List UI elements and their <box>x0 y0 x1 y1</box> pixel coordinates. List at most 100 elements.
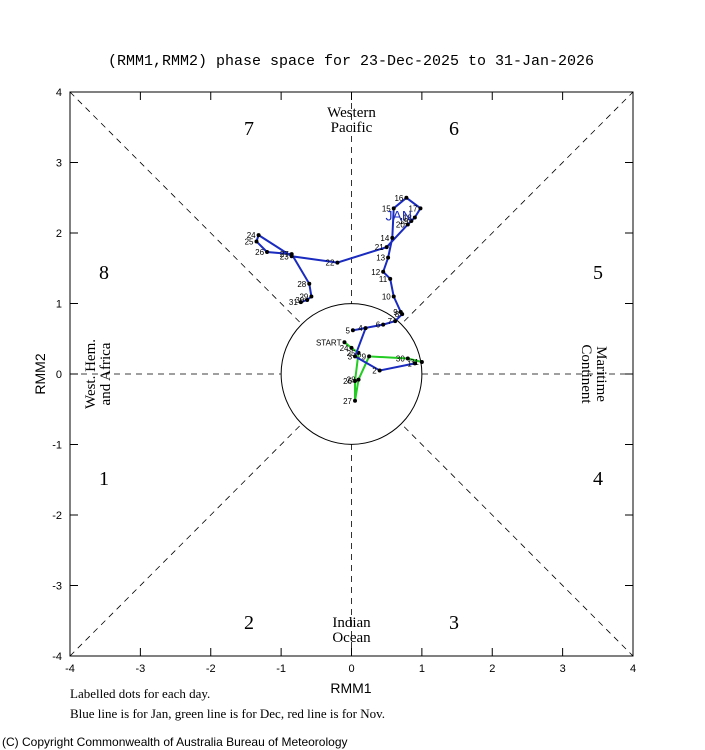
day-label: 26 <box>255 248 264 257</box>
day-dot <box>393 319 398 324</box>
region-label: and Africa <box>98 342 114 405</box>
day-dot <box>386 255 391 260</box>
day-dot <box>254 239 259 244</box>
day-dot <box>342 340 347 345</box>
day-label: 25 <box>347 349 356 358</box>
day-dot <box>363 326 368 331</box>
day-dot <box>388 276 393 281</box>
day-dot <box>391 294 396 299</box>
note: Labelled dots for each day. <box>70 686 210 701</box>
day-dot <box>381 269 386 274</box>
day-dot <box>405 356 410 361</box>
x-tick-label: 0 <box>348 663 354 675</box>
day-dot <box>349 345 354 350</box>
unit-circle <box>280 303 423 445</box>
day-dot <box>405 222 410 227</box>
day-label: 24 <box>340 344 349 353</box>
region-label: Continent <box>578 344 594 404</box>
day-dot <box>419 360 424 365</box>
day-dot <box>353 398 358 403</box>
day-dot <box>412 215 417 220</box>
day-label: 30 <box>396 354 405 363</box>
day-label: 15 <box>382 204 391 213</box>
day-label: 28 <box>297 280 306 289</box>
day-label: 26 <box>343 377 352 386</box>
day-dot <box>353 379 358 384</box>
day-dot <box>418 206 423 211</box>
x-tick-label: -4 <box>65 663 75 675</box>
day-label: 4 <box>358 324 363 333</box>
day-label: 25 <box>245 237 254 246</box>
x-axis-label: RMM1 <box>330 680 371 696</box>
x-tick-label: 4 <box>630 663 636 675</box>
phase-label: 7 <box>244 118 254 140</box>
day-label: 2 <box>372 366 377 375</box>
day-label: 22 <box>326 259 335 268</box>
x-tick-label: 2 <box>489 663 495 675</box>
day-label: 29 <box>299 292 308 301</box>
x-tick-label: -1 <box>276 663 286 675</box>
day-label: 1 <box>407 359 412 368</box>
day-dot <box>390 235 395 240</box>
phase-label: 2 <box>244 612 254 634</box>
day-label: 12 <box>371 268 380 277</box>
day-label: 14 <box>380 234 389 243</box>
day-label: 5 <box>345 326 350 335</box>
day-label: 3 <box>348 352 353 361</box>
y-tick-label: 4 <box>56 87 62 99</box>
note: Blue line is for Jan, green line is for … <box>70 706 385 721</box>
day-label: 27 <box>343 397 352 406</box>
y-tick-label: -4 <box>52 651 62 663</box>
day-label: 24 <box>247 231 256 240</box>
day-label: 21 <box>375 243 384 252</box>
phase-label: 4 <box>593 468 603 490</box>
phase-label: 6 <box>449 118 459 140</box>
region-label: Western <box>327 105 376 121</box>
day-label: 28 <box>347 376 356 385</box>
day-dot <box>335 260 340 265</box>
day-label: 20 <box>396 221 405 230</box>
day-dot <box>307 281 312 286</box>
day-dot <box>353 354 358 359</box>
day-dot <box>367 354 372 359</box>
y-tick-label: -1 <box>52 440 62 452</box>
y-axis-label: RMM2 <box>32 353 48 394</box>
y-tick-label: -2 <box>52 510 62 522</box>
day-dot <box>298 300 303 305</box>
day-dot <box>398 309 403 314</box>
day-label: 19 <box>399 217 408 226</box>
series-name: JAN <box>385 207 411 223</box>
day-label: 29 <box>357 352 366 361</box>
phase-label: 3 <box>449 612 459 634</box>
day-label: 11 <box>379 275 388 284</box>
day-dot <box>381 322 386 327</box>
y-tick-label: 2 <box>56 228 62 240</box>
region-label: Maritime <box>593 346 609 402</box>
day-label: 8 <box>395 310 400 319</box>
day-label: 13 <box>376 254 385 263</box>
chart-title: (RMM1,RMM2) phase space for 23-Dec-2025 … <box>108 53 594 70</box>
day-dot <box>412 361 417 366</box>
y-tick-label: 3 <box>56 158 62 170</box>
day-label: 6 <box>376 321 381 330</box>
y-tick-label: 0 <box>56 369 62 381</box>
day-dot <box>256 233 261 238</box>
phase-label: 5 <box>593 262 603 284</box>
day-dot <box>356 377 361 382</box>
x-tick-label: -2 <box>206 663 216 675</box>
day-dot <box>404 195 409 200</box>
y-tick-label: 1 <box>56 299 62 311</box>
region-label: West. Hem. <box>83 339 99 409</box>
phase-label: 1 <box>99 468 109 490</box>
day-dot <box>289 252 294 257</box>
copyright: (C) Copyright Commonwealth of Australia … <box>2 735 348 749</box>
day-dot <box>377 368 382 373</box>
region-label: Ocean <box>332 630 371 646</box>
day-label: 9 <box>393 308 398 317</box>
x-tick-label: -3 <box>135 663 145 675</box>
region-label: Pacific <box>331 120 373 136</box>
day-label: 17 <box>409 204 418 213</box>
day-dot <box>384 245 389 250</box>
